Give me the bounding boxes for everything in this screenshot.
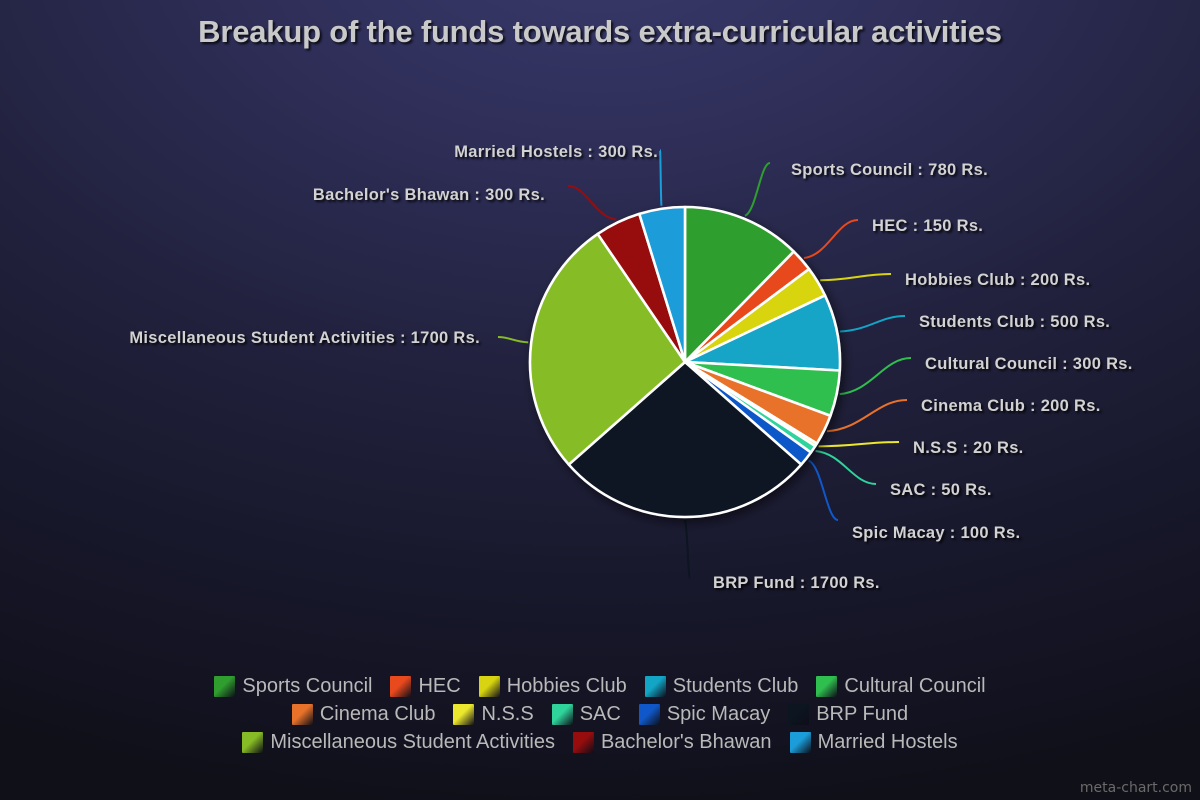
legend-item[interactable]: Students Club — [644, 675, 799, 697]
pie-slice[interactable] — [683, 205, 796, 364]
legend: Sports Council HEC Hobbies Club Students Cl… — [0, 672, 1200, 756]
legend-swatch-icon — [453, 703, 475, 725]
legend-item-label: Hobbies Club — [506, 675, 627, 697]
slice-label-bachelors-bhawan: Bachelor's Bhawan : 300 Rs. — [312, 186, 545, 204]
slice-label-brp-fund: BRP Fund : 1700 Rs. — [713, 574, 880, 592]
legend-item[interactable]: N.S.S — [453, 703, 534, 725]
slice-label-misc-student-activities: Miscellaneous Student Activities : 1700 … — [129, 329, 480, 347]
legend-item[interactable]: SAC — [551, 703, 621, 725]
watermark: meta-chart.com — [1079, 780, 1192, 796]
slice-label-sac: SAC : 50 Rs. — [890, 481, 992, 499]
legend-swatch-icon — [242, 731, 264, 753]
slice-label-nss: N.S.S : 20 Rs. — [913, 439, 1024, 457]
slice-label-spic-macay: Spic Macay : 100 Rs. — [852, 524, 1021, 542]
leader-line — [803, 219, 859, 260]
leader-line — [567, 185, 617, 221]
legend-row: Sports Council HEC Hobbies Club Students Cl… — [0, 672, 1200, 700]
legend-swatch-icon — [572, 731, 594, 753]
leader-line — [807, 459, 839, 521]
legend-item[interactable]: BRP Fund — [788, 703, 909, 725]
legend-item-label: Married Hostels — [817, 731, 958, 753]
legend-swatch-icon — [390, 675, 412, 697]
legend-item-label: Students Club — [672, 675, 799, 697]
slice-label-married-hostels: Married Hostels : 300 Rs. — [454, 143, 658, 161]
slice-label-sports-council: Sports Council : 780 Rs. — [791, 161, 988, 179]
legend-item[interactable]: Bachelor's Bhawan — [572, 731, 772, 753]
legend-row: Miscellaneous Student Activities Bachelor… — [0, 728, 1200, 756]
legend-swatch-icon — [816, 675, 838, 697]
pie-slice[interactable] — [567, 360, 803, 519]
legend-item-label: SAC — [579, 703, 621, 725]
leader-line — [839, 315, 906, 333]
legend-item[interactable]: Sports Council — [214, 675, 373, 697]
leader-line — [684, 519, 691, 579]
leader-line — [744, 162, 771, 217]
pie-slices-group — [528, 205, 842, 519]
legend-item[interactable]: Cultural Council — [816, 675, 986, 697]
leader-line — [497, 336, 529, 344]
leader-line — [820, 273, 892, 282]
legend-swatch-icon — [638, 703, 660, 725]
legend-swatch-icon — [214, 675, 236, 697]
legend-swatch-icon — [644, 675, 666, 697]
leader-line — [839, 357, 912, 396]
leader-lines-group — [497, 149, 912, 579]
legend-item[interactable]: Spic Macay — [638, 703, 771, 725]
legend-swatch-icon — [788, 703, 810, 725]
legend-swatch-icon — [291, 703, 313, 725]
legend-item-label: Spic Macay — [666, 703, 771, 725]
legend-item[interactable]: Cinema Club — [291, 703, 436, 725]
legend-item-label: Cinema Club — [319, 703, 436, 725]
slice-label-students-club: Students Club : 500 Rs. — [919, 313, 1111, 331]
slice-label-hec: HEC : 150 Rs. — [872, 217, 984, 235]
legend-item[interactable]: Hobbies Club — [478, 675, 627, 697]
legend-swatch-icon — [551, 703, 573, 725]
legend-item-label: Miscellaneous Student Activities — [270, 731, 555, 753]
legend-item-label: Cultural Council — [844, 675, 986, 697]
legend-item-label: Bachelor's Bhawan — [600, 731, 772, 753]
legend-item[interactable]: HEC — [390, 675, 461, 697]
leader-line — [815, 450, 877, 485]
page-title: Breakup of the funds towards extra-curri… — [198, 14, 1002, 49]
leader-line — [826, 399, 908, 433]
slice-label-hobbies-club: Hobbies Club : 200 Rs. — [905, 271, 1091, 289]
pie-slice[interactable] — [528, 232, 687, 466]
legend-swatch-icon — [478, 675, 500, 697]
legend-item-label: HEC — [418, 675, 461, 697]
legend-item[interactable]: Married Hostels — [789, 731, 958, 753]
legend-item-label: Sports Council — [242, 675, 373, 697]
slice-label-cultural-council: Cultural Council : 300 Rs. — [925, 355, 1133, 373]
legend-item-label: BRP Fund — [816, 703, 909, 725]
pie-slice[interactable] — [638, 205, 687, 364]
legend-swatch-icon — [789, 731, 811, 753]
legend-item[interactable]: Miscellaneous Student Activities — [242, 731, 555, 753]
leader-line — [659, 149, 663, 206]
legend-row: Cinema Club N.S.S SAC Spic Macay BRP Fund — [0, 700, 1200, 728]
leader-line — [818, 441, 900, 448]
slice-label-cinema-club: Cinema Club : 200 Rs. — [921, 397, 1101, 415]
legend-item-label: N.S.S — [481, 703, 534, 725]
